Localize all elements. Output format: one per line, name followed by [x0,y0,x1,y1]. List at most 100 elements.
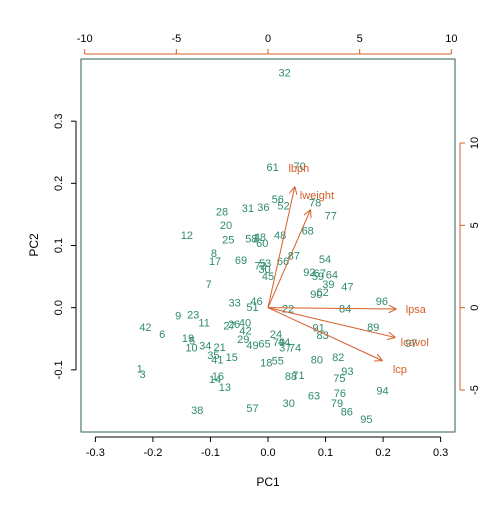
top-tick-label: 10 [445,33,457,45]
loading-arrow [267,308,395,309]
observation-label: 54 [319,254,331,266]
observation-label: 19 [182,333,194,345]
observation-label: 49 [246,340,258,352]
observation-label: 45 [262,271,274,283]
top-tick-label: -5 [171,33,181,45]
observation-label: 86 [341,406,353,418]
y-tick-label: -0.1 [53,360,65,379]
observation-label: 76 [334,388,346,400]
observation-label: 84 [339,303,351,315]
observation-label: 18 [260,357,272,369]
bottom-axis: -0.3 -0.2 -0.1 0.0 0.1 0.2 0.3 [86,436,448,459]
x-tick-label: -0.3 [86,447,105,459]
top-tick-label: 0 [265,33,271,45]
observation-label: 69 [235,255,247,267]
top-tick-label: 5 [357,33,363,45]
observation-label: 94 [376,385,388,397]
observation-label: 95 [360,414,372,426]
observation-label: 53 [259,258,271,270]
observation-label: 96 [376,296,388,308]
loading-label: lpsa [406,304,427,316]
observation-label: 35 [207,350,219,362]
right-tick-label: -5 [469,385,481,395]
observation-label: 74 [289,342,301,354]
observation-label: 77 [325,211,337,223]
observation-label: 75 [333,373,345,385]
observation-label: 82 [332,352,344,364]
observation-label: 61 [266,162,278,174]
observation-label: 58 [245,234,257,246]
observation-label: 91 [313,323,325,335]
observation-label: 8 [211,248,217,260]
y-tick-label: 0.0 [53,300,65,315]
observation-label: 68 [302,226,314,238]
observation-label: 16 [212,371,224,383]
observation-label: 63 [308,390,320,402]
x-tick-label: -0.2 [143,447,162,459]
observation-label: 3 [140,369,146,381]
loading-arrow [267,307,382,361]
observation-label: 48 [254,232,266,244]
observation-label: 28 [216,206,228,218]
loading-arrow [267,187,295,308]
left-axis: -0.1 0.0 0.1 0.2 0.3 [53,114,77,379]
x-axis-label: PC1 [256,475,280,489]
observation-label: 90 [310,289,322,301]
observation-label: 25 [222,234,234,246]
observation-label: 30 [258,264,270,276]
y-axis-label: PC2 [27,233,41,257]
observation-label: 92 [303,267,315,279]
observation-label: 11 [198,318,209,330]
observation-label: 57 [246,403,258,415]
observation-label: 89 [367,322,379,334]
observation-label: 71 [292,370,304,382]
loading-label: lbph [288,163,309,175]
observation-label: 42 [139,322,151,334]
observation-label: 22 [282,303,294,315]
observation-label: 88 [285,371,297,383]
observation-label: 64 [326,270,338,282]
plot-frame [80,58,456,433]
observation-label: 33 [229,298,241,310]
observation-label: 29 [237,334,249,346]
top-axis: -10 -5 0 5 10 [77,33,457,55]
observation-label: 70 [294,161,306,173]
observation-label: 41 [211,354,223,366]
observation-label: 37 [279,342,291,354]
observation-label: 21 [214,342,226,354]
top-tick-label: -10 [77,33,93,45]
observation-label: 27 [223,321,235,333]
x-tick-label: 0.1 [318,447,333,459]
observation-label: 52 [277,201,289,213]
observation-label: 32 [279,68,291,80]
observation-label: 2 [253,232,259,244]
observation-label: 6 [159,329,165,341]
arrows-layer: lbph lweight lpsa lcavol lcp [267,163,429,376]
observation-label: 31 [242,203,254,215]
observation-label: 87 [288,250,300,262]
x-tick-label: 0.3 [433,447,448,459]
observation-label: 1 [137,364,143,376]
loading-arrow [267,211,310,308]
observation-label: 65 [258,339,270,351]
observation-label: 93 [341,366,353,378]
y-tick-label: 0.1 [53,238,65,253]
right-tick-label: 5 [469,222,481,228]
observation-label: 47 [341,282,353,294]
observation-label: 14 [209,374,221,386]
right-axis: -5 0 5 10 [459,137,481,395]
observation-label: 67 [314,268,326,280]
y-tick-label: 0.3 [53,114,65,129]
x-tick-label: -0.1 [201,447,220,459]
observation-label: 13 [219,382,231,394]
loading-label: lcavol [401,337,429,349]
observation-label: 78 [309,198,321,210]
observation-label: 23 [187,310,199,322]
observation-label: 59 [312,271,324,283]
observation-label: 30 [283,398,295,410]
loading-label: lcp [393,364,407,376]
observation-label: 97 [405,338,417,350]
observation-label: 40 [239,318,251,330]
